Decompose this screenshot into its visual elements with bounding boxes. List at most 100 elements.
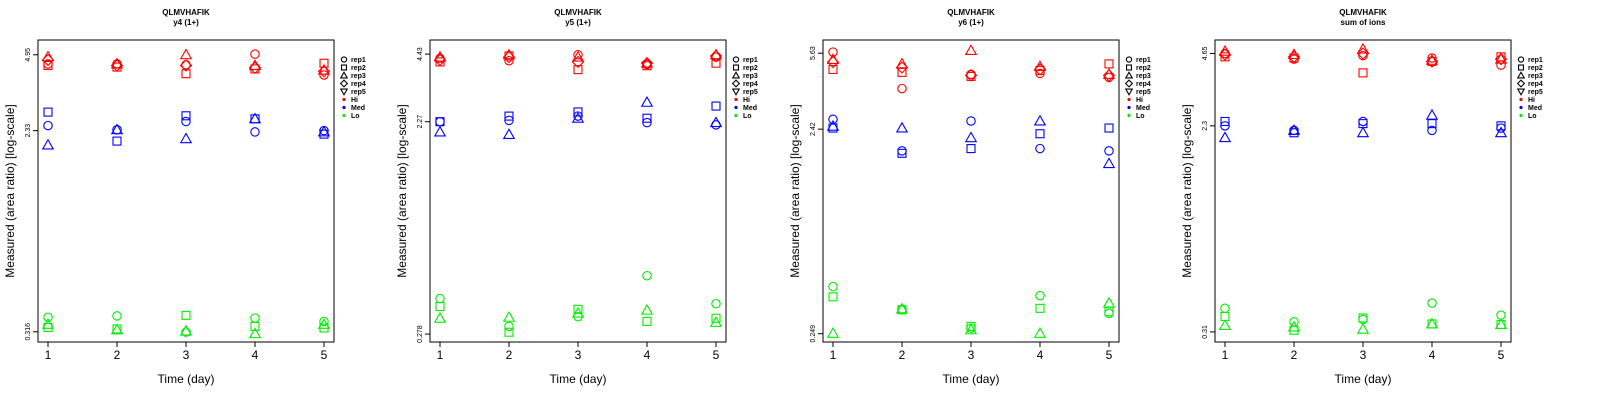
data-point-lo-rep3 [1102,296,1116,308]
legend-label-rep5: rep5 [1528,89,1543,96]
data-point-hi-rep4 [1494,52,1508,66]
data-point-hi-rep4 [248,61,262,75]
data-point-hi-rep4 [433,53,447,67]
data-point-lo-rep1 [1035,290,1045,301]
x-tick-label: 1 [437,348,444,362]
y-tick-label: 0.278 [417,325,424,343]
x-tick-label: 3 [183,348,190,362]
data-point-hi-rep4 [1425,55,1439,68]
x-tick-label: 2 [899,348,906,362]
data-point-lo-rep1 [1104,308,1114,319]
data-point-hi-rep4 [826,55,840,69]
data-point-med-rep3 [826,119,840,131]
data-point-lo-rep3 [895,302,909,314]
data-point-lo-rep2 [181,310,191,320]
legend-marker-rep4 [339,79,349,88]
legend-dot-med [734,105,738,110]
data-point-med-rep1 [1358,116,1368,127]
data-point-med-rep3 [1218,131,1232,143]
data-point-lo-rep3 [826,326,840,338]
data-point-hi-rep1 [1358,50,1368,61]
legend-label-rep4: rep4 [351,81,366,88]
legend-label-med: Med [1528,105,1542,112]
legend-label-rep2: rep2 [743,65,758,72]
data-point-hi-rep4 [1218,48,1232,61]
data-point-med-rep2 [711,101,721,111]
legend-dot-hi [1127,97,1131,102]
data-point-med-rep3 [502,128,516,140]
data-point-med-rep3 [1425,108,1439,120]
data-point-lo-rep3 [1425,317,1439,329]
data-point-hi-rep3 [1494,52,1508,64]
x-tick-label: 1 [830,348,837,362]
x-tick-label: 5 [713,348,720,362]
data-point-lo-rep1 [1496,310,1506,320]
data-point-med-rep3 [317,125,331,137]
data-point-hi-rep3 [317,63,331,75]
x-tick-label: 2 [1291,348,1298,362]
data-point-lo-rep2 [1104,307,1114,317]
y-tick-label: 0.316 [25,323,32,341]
legend-label-med: Med [351,105,365,112]
data-point-hi-rep3 [709,48,723,60]
data-point-lo-rep2 [435,301,445,312]
legend-dot-med [1519,105,1523,110]
plot-frame [429,39,727,343]
y-axis-label: Measured (area ratio) [log-scale] [3,104,17,277]
chart-title: QLMVHAFIK [554,8,602,17]
data-point-med-rep3 [1287,124,1301,135]
data-point-med-rep2 [1496,121,1506,131]
data-point-med-rep1 [435,116,445,127]
data-point-lo-rep2 [642,316,652,326]
data-point-hi-rep4 [502,50,516,64]
data-point-med-rep2 [181,111,191,121]
legend-marker-rep1 [1125,56,1133,63]
data-point-med-rep1 [1035,143,1045,154]
x-tick-label: 3 [968,348,975,362]
legend-label-rep2: rep2 [351,65,366,72]
y-tick-label: 5.63 [810,46,817,60]
data-point-lo-rep2 [966,321,976,331]
data-point-med-rep3 [248,112,262,124]
data-point-hi-rep2 [1220,52,1230,62]
data-point-hi-rep3 [1102,68,1116,79]
legend-marker-rep4 [1124,79,1134,88]
data-point-med-rep3 [640,95,654,107]
legend-dot-lo [1127,113,1131,118]
legend-label-rep3: rep3 [743,73,758,80]
legend-marker-rep3 [339,71,349,79]
data-point-lo-rep3 [248,327,262,339]
legend-marker-rep3 [731,71,741,79]
legend-label-hi: Hi [1528,97,1535,104]
y-tick-label: 4.95 [25,48,32,62]
legend-marker-rep1 [732,56,740,63]
legend-dot-med [1127,105,1131,110]
data-point-med-rep1 [181,116,191,127]
x-tick-label: 2 [506,348,513,362]
data-point-hi-rep4 [709,49,723,63]
legend-marker-rep3 [1516,71,1526,79]
legend-label-med: Med [1136,105,1150,112]
data-point-med-rep2 [573,107,583,117]
x-axis-label: Time (day) [943,372,1000,386]
x-tick-label: 4 [1037,348,1044,362]
data-point-hi-rep4 [640,56,654,70]
data-point-lo-rep2 [711,313,721,323]
y-axis-label: Measured (area ratio) [log-scale] [395,104,409,277]
data-point-med-rep3 [41,138,55,150]
data-point-hi-rep2 [828,64,838,74]
y-tick-label: 2.42 [810,122,817,136]
data-point-lo-rep1 [828,281,838,292]
data-point-med-rep2 [1220,116,1230,127]
legend-label-rep3: rep3 [1528,73,1543,80]
data-point-hi-rep2 [573,65,583,75]
legend-label-rep1: rep1 [1528,57,1543,64]
legend-marker-rep2 [340,64,348,71]
data-point-med-rep2 [897,148,907,158]
data-point-hi-rep4 [895,61,909,74]
legend-label-rep5: rep5 [351,89,366,96]
legend-marker-rep5 [1124,88,1134,96]
